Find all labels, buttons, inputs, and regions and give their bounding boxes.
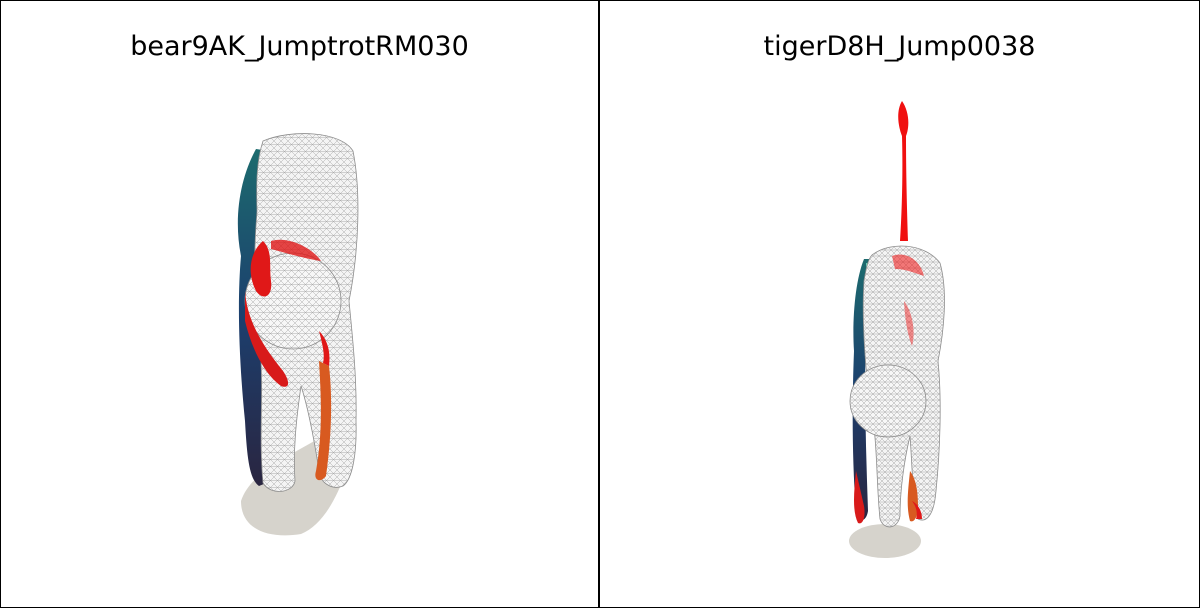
panel-title-bear: bear9AK_JumptrotRM030	[130, 31, 469, 62]
panel-title-tiger: tigerD8H_Jump0038	[763, 31, 1036, 62]
bear-red-leg	[245, 291, 289, 387]
tiger-tail	[898, 101, 909, 241]
panel-bear: bear9AK_JumptrotRM030	[1, 1, 600, 607]
tiger-orange-leg-right	[907, 471, 918, 522]
panel-tiger: tigerD8H_Jump0038	[600, 1, 1199, 607]
bear-red-neck	[271, 239, 321, 261]
tiger-shadow	[849, 524, 921, 558]
bear-orange-leg	[315, 361, 332, 481]
bear-red-shoulder	[250, 241, 272, 297]
tiger-red-back	[892, 254, 924, 276]
tiger-red-leg-left	[854, 471, 865, 524]
tiger-render	[849, 101, 945, 558]
bear-render	[237, 133, 359, 536]
